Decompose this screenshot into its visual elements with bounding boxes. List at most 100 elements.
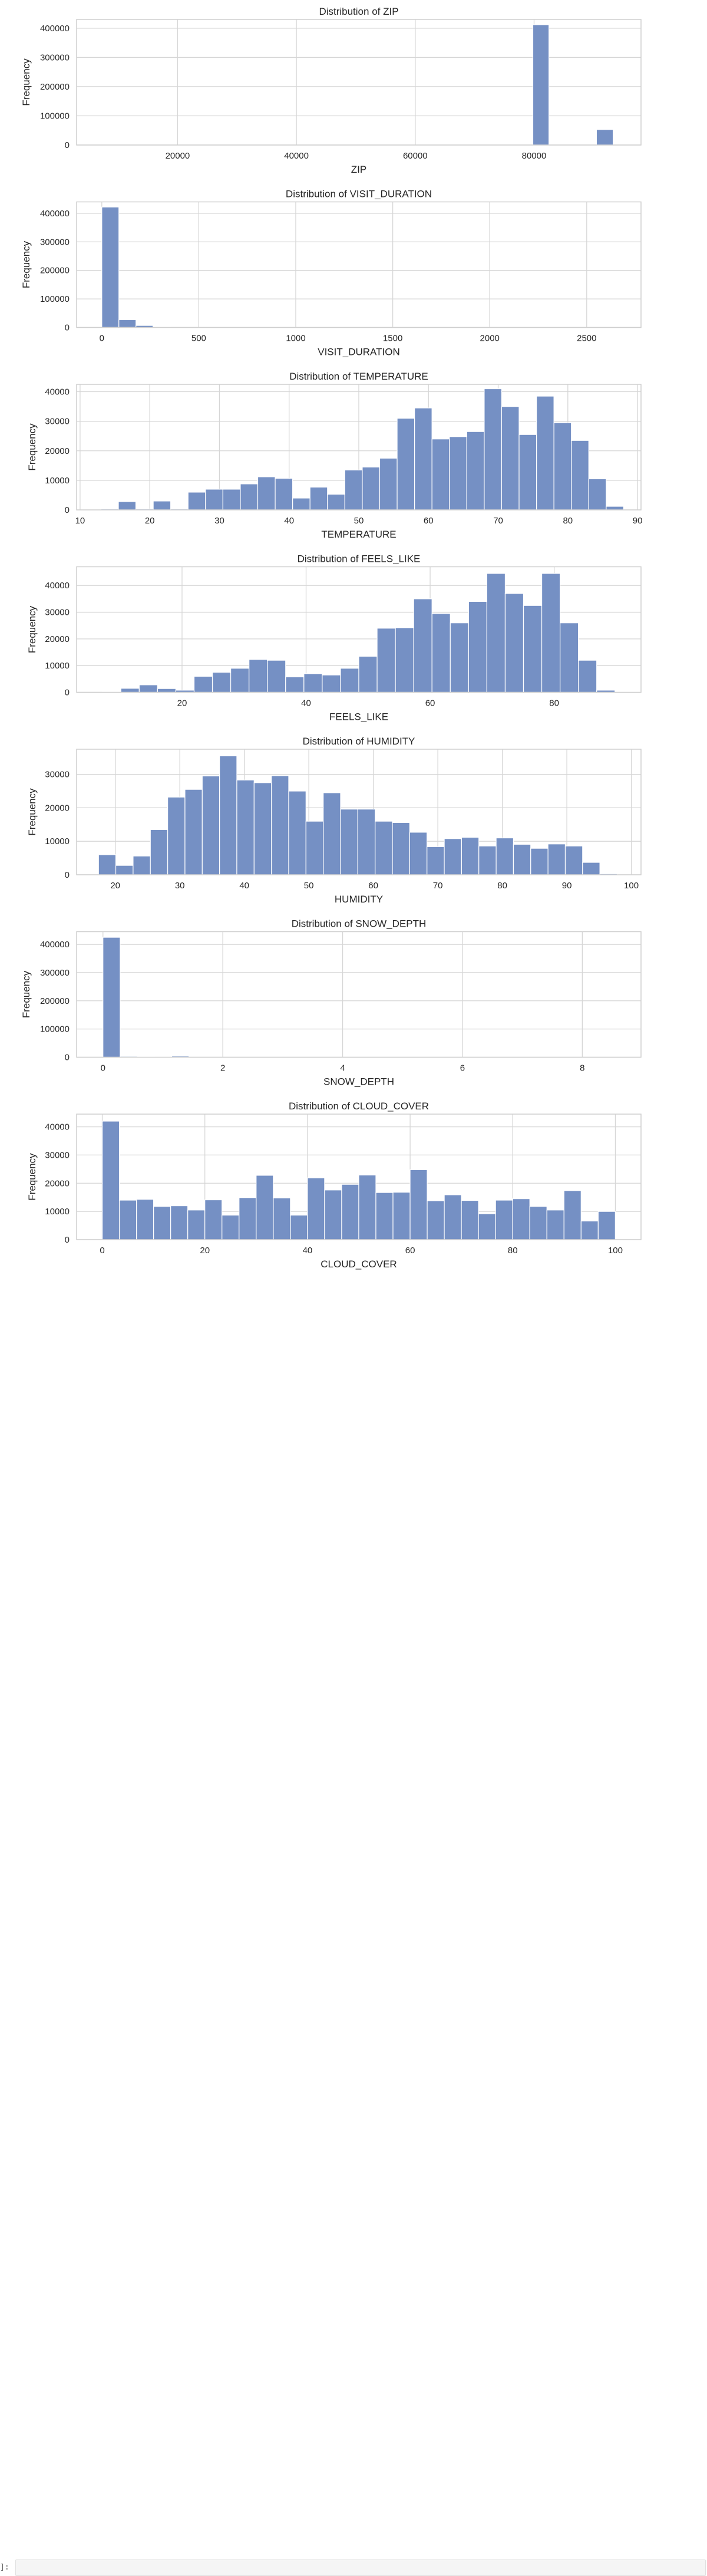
next-notebook-cell[interactable]: ]: [0,1279,707,1297]
histogram-bar [359,1175,376,1240]
histogram-bar [478,1214,495,1240]
histogram-bar [560,623,579,693]
histogram-bar [432,439,450,510]
chart-title: Distribution of SNOW_DEPTH [292,918,427,930]
y-axis-label: Frequency [27,423,38,471]
x-tick-label: 40 [284,516,294,526]
chart-title: Distribution of CLOUD_COVER [289,1101,429,1112]
histogram-bar [513,844,530,875]
y-tick-label: 300000 [40,52,70,62]
x-tick-label: 60 [424,516,434,526]
x-axis-label: TEMPERATURE [321,529,396,540]
y-axis-label: Frequency [27,605,38,653]
x-tick-label: 2500 [577,334,596,344]
histogram-bar [359,656,377,692]
histogram-bar [293,498,310,510]
y-tick-label: 30000 [45,417,70,427]
histogram-bar [223,489,240,510]
x-tick-label: 50 [304,881,314,891]
y-tick-label: 30000 [45,770,70,780]
histogram-bar [118,502,136,510]
histogram-bar [468,601,487,692]
y-tick-label: 200000 [40,266,70,276]
histogram-bar [415,408,432,510]
y-tick-label: 40000 [45,387,70,397]
histogram-bar [258,477,276,510]
histogram-bar [103,937,120,1057]
x-tick-label: 40 [239,881,249,891]
cell-input-area[interactable] [15,2559,706,2576]
histogram-bar [392,822,409,875]
x-tick-label: 40 [303,1246,313,1256]
y-tick-label: 20000 [45,1178,70,1188]
y-tick-label: 10000 [45,661,70,671]
y-axis-label: Frequency [21,58,32,106]
x-tick-label: 30 [214,516,224,526]
histogram-bar [362,467,380,510]
histogram-bar [206,489,223,510]
histogram-bar [239,1198,256,1240]
histogram-bar [496,838,513,875]
y-axis-label: Frequency [27,788,38,836]
histogram-bar [171,1206,188,1240]
x-tick-label: 20 [200,1246,210,1256]
histogram-bar [168,797,185,875]
histogram-bar [137,1200,154,1240]
histogram-grid: 20000 40000 60000 80 0 0 0 0 100000 200000 300000 4… [0,0,707,1297]
histogram-bar [479,846,496,875]
histogram-bar [237,780,254,875]
y-tick-label: 20000 [45,634,70,644]
x-tick-label: 6 [460,1063,465,1073]
y-tick-label: 30000 [45,608,70,618]
x-tick-label: 0 [100,1246,104,1256]
x-tick-label: 90 [562,881,572,891]
x-tick-label: 100 [624,881,639,891]
histogram-bar [289,791,306,875]
histogram-bar [310,487,328,510]
x-tick-label: 1500 [383,334,402,344]
histogram-bar [103,1121,120,1240]
histogram-bar [306,821,323,875]
x-tick-label: 50 [354,516,364,526]
histogram-bar [579,660,597,692]
histogram-bar [484,389,502,510]
histogram-bar [194,676,212,692]
x-tick-label: 70 [493,516,503,526]
histogram-bar [414,599,432,693]
histogram-bar [185,789,202,875]
chart-title: Distribution of TEMPERATURE [289,371,428,382]
y-tick-label: 0 [65,140,70,150]
x-tick-label: 10 [75,516,85,526]
x-tick-label: 60 [368,881,378,891]
histogram-bar [345,470,362,510]
histogram-bar [375,821,392,875]
histogram-bar [256,1175,273,1240]
histogram-bar [98,855,115,875]
histogram-bar [188,1210,205,1240]
y-axis-label: Frequency [27,1153,38,1201]
y-tick-label: 300000 [40,237,70,247]
histogram-bar [150,829,167,875]
histogram-bar [410,1170,427,1240]
histogram-bar [304,674,322,693]
histogram-bar [376,1193,393,1240]
histogram-bar [501,407,519,510]
y-tick-label: 300000 [40,968,70,978]
histogram-bar [323,793,341,875]
y-axis-label: Frequency [21,241,32,288]
histogram-bar [450,437,467,510]
x-tick-label: 80 [549,699,559,709]
histogram-bar [267,660,286,692]
x-tick-label: 60000 [403,151,428,161]
y-tick-label: 100000 [40,111,70,121]
histogram-bar [222,1215,239,1240]
x-tick-label: 20 [177,699,187,709]
histogram-bar [427,846,444,875]
x-tick-label: 0 [100,334,104,344]
y-tick-label: 20000 [45,803,70,813]
y-tick-label: 0 [65,688,70,698]
